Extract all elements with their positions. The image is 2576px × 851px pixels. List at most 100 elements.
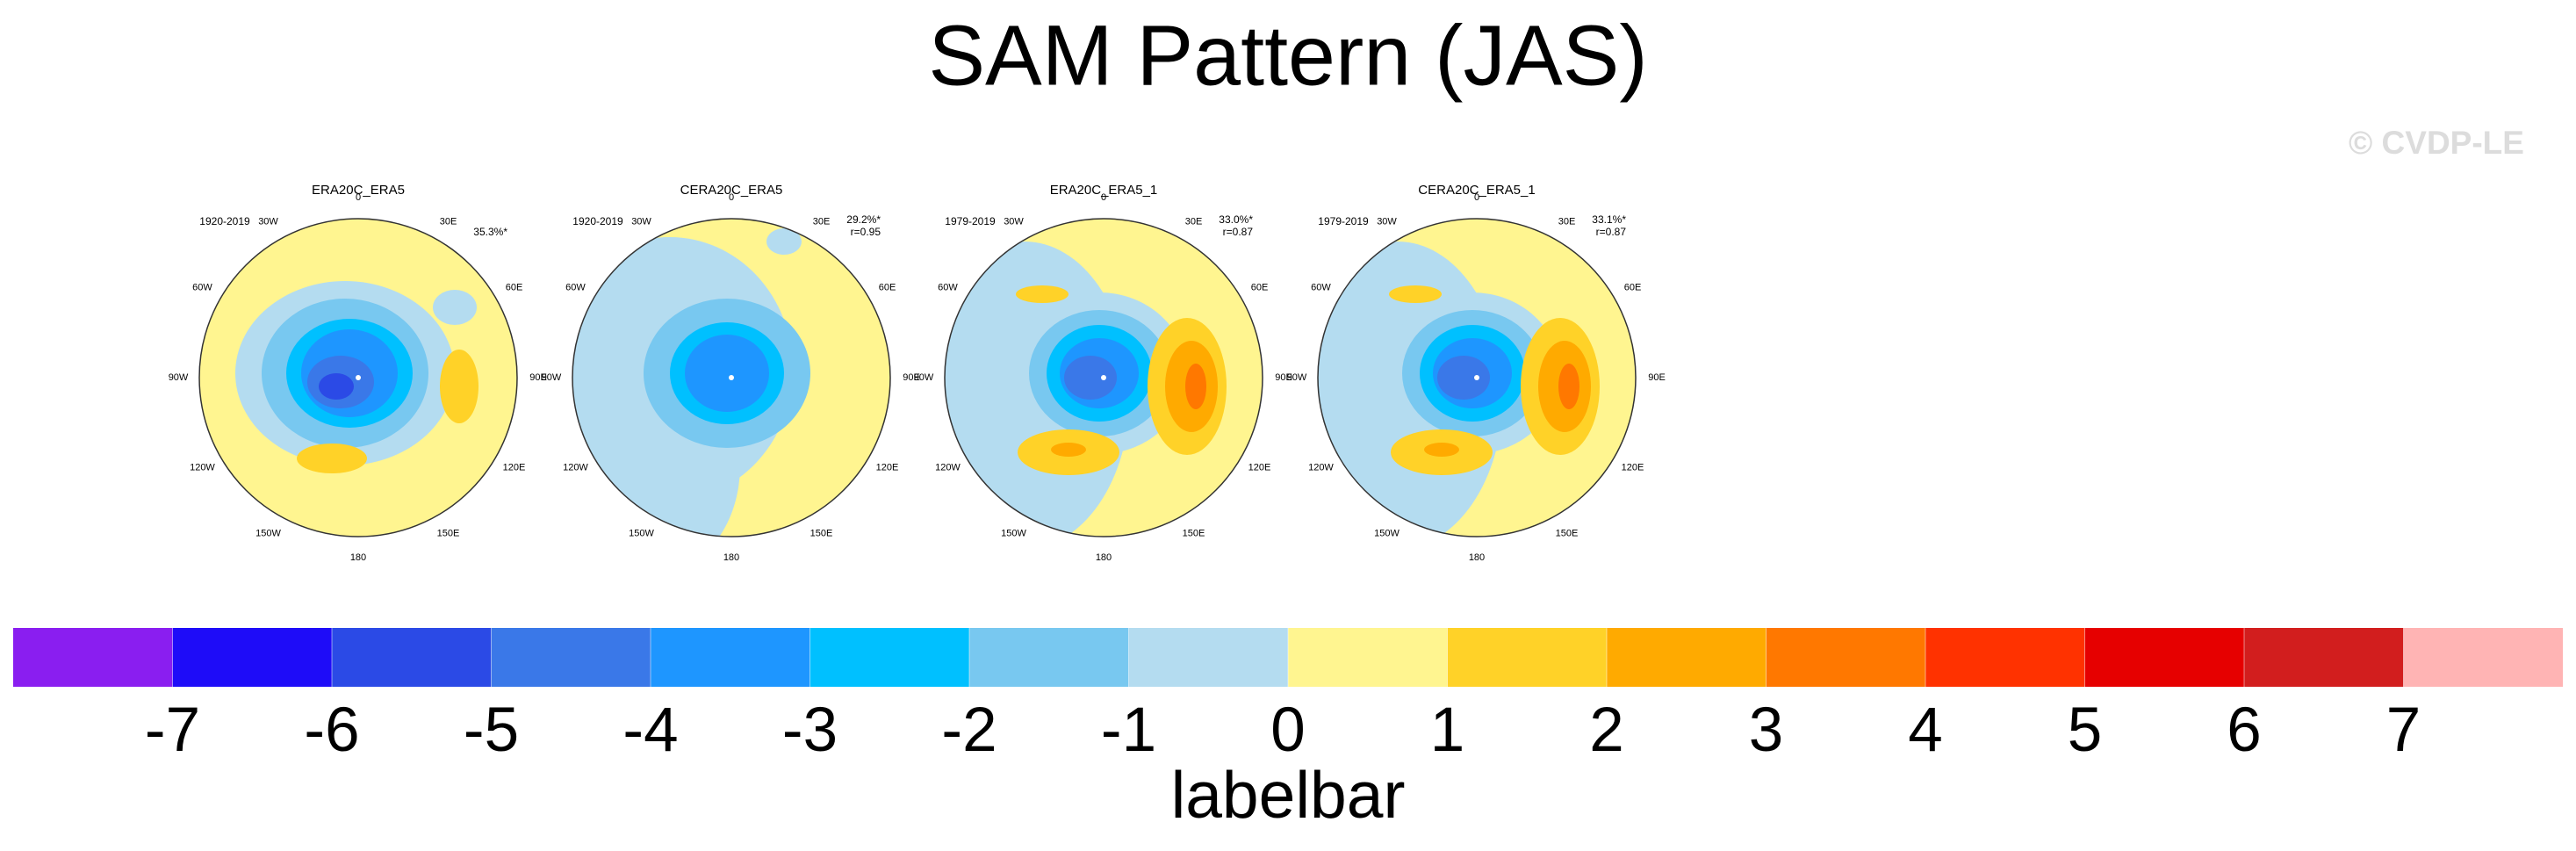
panel-title: CERA20C_ERA5 [680, 183, 783, 198]
lon-label: 120E [503, 462, 526, 472]
colorbar-tick-label: -7 [145, 696, 200, 765]
map-panel: CERA20C_ERA5 1920-2019 29.2%*r=0.95 0 30E 60E… [542, 183, 920, 563]
lon-label: 90E [903, 372, 920, 383]
colorbar-box [809, 628, 969, 687]
colorbar-box [13, 628, 173, 687]
lon-label: 150W [629, 528, 654, 538]
lon-label: 90W [1287, 372, 1307, 383]
lon-label: 90E [1275, 372, 1292, 383]
lon-label: 90W [542, 372, 562, 383]
pole [1101, 375, 1106, 380]
lon-label: 30E [1185, 216, 1203, 227]
contour-region [319, 373, 354, 400]
contour-region [1558, 364, 1579, 409]
map-fill [199, 219, 517, 537]
colorbar-box [2403, 628, 2563, 687]
colorbar-tick-label: 7 [2386, 696, 2421, 765]
colorbar-tick-label: -5 [464, 696, 519, 765]
colorbar-tick-label: 4 [1908, 696, 1943, 765]
panel-title: CERA20C_ERA5_1 [1418, 183, 1535, 198]
lon-label: 150E [1183, 528, 1205, 538]
colorbar-box [2084, 628, 2244, 687]
lon-label: 150W [255, 528, 281, 538]
panel-period: 1920-2019 [199, 215, 250, 227]
lon-label: 180 [1096, 552, 1112, 563]
contour-region [297, 444, 367, 473]
pole [729, 375, 734, 380]
lon-label: 0 [356, 192, 361, 203]
lon-label: 90E [1648, 372, 1666, 383]
colorbar-tick-label: 2 [1589, 696, 1624, 765]
map-outline [1317, 218, 1637, 537]
colorbar-box [651, 628, 810, 687]
lon-label: 30E [813, 216, 831, 227]
colorbar-box [1925, 628, 2085, 687]
colorbar-tick-label: -2 [941, 696, 997, 765]
lon-label: 30W [1004, 216, 1024, 227]
panel-period: 1979-2019 [1318, 215, 1369, 227]
lon-label: 180 [350, 552, 366, 563]
map-fill [1318, 219, 1636, 537]
lon-label: 60W [1311, 282, 1331, 292]
colorbar-tick-label: -4 [622, 696, 678, 765]
panel-pct: 35.3%* [473, 226, 507, 238]
lon-label: 30W [258, 216, 278, 227]
lon-label: 60E [1624, 282, 1642, 292]
map-panel: ERA20C_ERA5_1 1979-2019 33.0%*r=0.87 0 30E 60… [914, 183, 1292, 563]
map-fill [572, 219, 890, 537]
colorbar-box [332, 628, 492, 687]
lon-label: 150E [1556, 528, 1579, 538]
lon-label: 120E [1622, 462, 1644, 472]
lon-label: 0 [1474, 192, 1479, 203]
contour-region [1389, 285, 1442, 303]
panel-period: 1920-2019 [572, 215, 623, 227]
panel-pct: 29.2%* [846, 213, 881, 226]
contour-region [440, 350, 479, 423]
lon-label: 120W [935, 462, 961, 472]
lon-label: 150E [810, 528, 833, 538]
figure-title: SAM Pattern (JAS) [928, 8, 1647, 104]
map-fill [945, 219, 1263, 537]
lon-label: 150W [1374, 528, 1400, 538]
panel-pct: 33.1%* [1592, 213, 1626, 226]
colorbar-tick-label: -3 [782, 696, 838, 765]
map-panel: ERA20C_ERA5 1920-2019 35.3%* 0 30E 60E 90E 120E… [169, 183, 547, 563]
lon-label: 60W [938, 282, 958, 292]
lon-label: 60E [1251, 282, 1269, 292]
lon-label: 90W [169, 372, 189, 383]
lon-label: 120W [1308, 462, 1334, 472]
contour-region [685, 335, 769, 412]
colorbar-tick-label: -6 [304, 696, 359, 765]
colorbar-box [2244, 628, 2404, 687]
map-outline [572, 218, 891, 537]
panel-r: r=0.87 [1223, 226, 1254, 238]
lon-label: 60E [879, 282, 896, 292]
lon-label: 120E [1248, 462, 1271, 472]
panel-r: r=0.87 [1596, 226, 1627, 238]
lon-label: 150W [1001, 528, 1026, 538]
panel-pct: 33.0%* [1219, 213, 1253, 226]
lon-label: 60W [565, 282, 586, 292]
colorbar-box [969, 628, 1129, 687]
lon-label: 30W [631, 216, 651, 227]
colorbar-box [1607, 628, 1767, 687]
colorbar-tick-label: 1 [1430, 696, 1465, 765]
map-panel: CERA20C_ERA5_1 1979-2019 33.1%*r=0.87 0 30E 6… [1287, 183, 1666, 563]
pole [356, 375, 361, 380]
colorbar-tick-label: 0 [1270, 696, 1306, 765]
lon-label: 60W [192, 282, 212, 292]
lon-label: 30E [440, 216, 457, 227]
lon-label: 60E [506, 282, 523, 292]
panel-r: r=0.95 [851, 226, 881, 238]
contour-region [1437, 356, 1490, 400]
contour-region [1064, 356, 1117, 400]
lon-label: 90W [914, 372, 934, 383]
contour-region [1424, 443, 1459, 457]
lon-label: 90E [529, 372, 547, 383]
lon-label: 120W [190, 462, 215, 472]
map-outline [944, 218, 1263, 537]
colorbar-tick-label: -1 [1101, 696, 1156, 765]
panel-period: 1979-2019 [945, 215, 996, 227]
colorbar-box [172, 628, 332, 687]
lon-label: 0 [729, 192, 734, 203]
